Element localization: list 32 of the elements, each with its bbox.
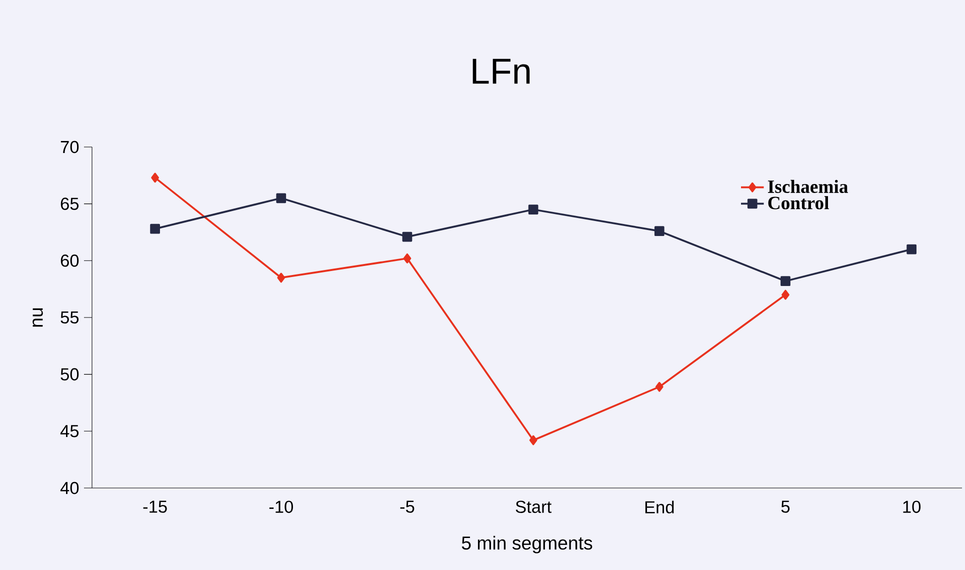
y-tick-label: 70	[60, 140, 79, 154]
point	[277, 272, 286, 283]
y-tick-label: 40	[60, 482, 79, 494]
point	[654, 226, 664, 236]
point	[150, 224, 160, 234]
y-tick-label: 55	[60, 311, 79, 324]
x-tick-label: Start	[516, 500, 552, 513]
point	[151, 172, 159, 183]
x-tick-label: 5	[781, 500, 790, 513]
x-tick-label: 10	[903, 500, 921, 513]
legend-label: Control	[768, 196, 829, 210]
x-axis-title: 5 min segments	[462, 536, 592, 554]
x-tick-label: -10	[269, 500, 293, 513]
y-tick-label: 45	[60, 425, 79, 438]
x-tick-label: -5	[400, 500, 414, 513]
y-axis-title: nu	[32, 308, 43, 327]
point	[276, 193, 286, 204]
point	[528, 204, 538, 214]
y-tick-label: 60	[60, 254, 79, 267]
y-tick-label: 65	[60, 198, 79, 210]
x-tick-label: -15	[143, 500, 167, 513]
point	[403, 253, 412, 264]
x-tick-label: End	[645, 500, 674, 514]
point	[402, 232, 412, 242]
point	[780, 276, 790, 286]
legend-label: Ischaemia	[768, 180, 848, 194]
point	[782, 290, 790, 300]
y-tick-label: 50	[60, 368, 79, 380]
point	[655, 382, 664, 392]
point	[906, 244, 916, 254]
chart-title: LFn	[472, 58, 530, 84]
point	[529, 435, 538, 446]
